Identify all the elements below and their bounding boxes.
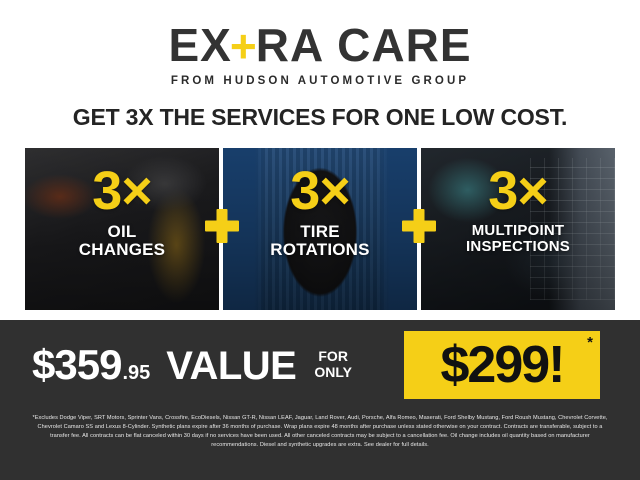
service-label-line1: TIRE	[300, 222, 340, 242]
service-label-line2: CHANGES	[78, 240, 166, 260]
photo-overlay	[421, 148, 615, 310]
service-label: OIL CHANGES	[79, 223, 165, 259]
brand-logo: EX+RA CARE	[168, 19, 472, 72]
logo-text-ex: EX	[168, 19, 232, 71]
disclaimer-band	[0, 410, 640, 480]
header: EX+RA CARE FROM HUDSON AUTOMOTIVE GROUP G…	[0, 0, 640, 131]
services-panels: 3× OIL CHANGES 3× TIRE ROTATIONS	[25, 148, 615, 310]
photo-overlay	[25, 148, 219, 310]
plus-icon: +	[229, 20, 258, 72]
service-multiplier: 3×	[290, 161, 351, 221]
only-label: ONLY	[314, 364, 352, 380]
price-highlight-box: $299! *	[404, 331, 600, 399]
price-amount: $299!	[440, 336, 566, 394]
value-amount: $359	[32, 341, 122, 388]
service-label: MULTIPOINT INSPECTIONS	[466, 223, 570, 255]
asterisk-marker: *	[587, 334, 593, 351]
fine-print-disclaimer: *Excludes Dodge Viper, SRT Motors, Sprin…	[32, 415, 608, 449]
service-panel-tire-rotations: 3× TIRE ROTATIONS	[223, 148, 417, 310]
service-panel-oil-changes: 3× OIL CHANGES	[25, 148, 219, 310]
brand-subtitle: FROM HUDSON AUTOMOTIVE GROUP	[170, 75, 470, 87]
service-multiplier: 3×	[488, 161, 549, 221]
for-label: FOR	[318, 348, 348, 365]
service-panel-multipoint-inspections: 3× MULTIPOINT INSPECTIONS	[421, 148, 615, 310]
photo-overlay	[223, 148, 417, 310]
service-label-line2: ROTATIONS	[270, 240, 370, 260]
service-multiplier: 3×	[92, 161, 153, 221]
logo-text-ra: RA	[255, 19, 325, 71]
value-word: VALUE	[166, 344, 297, 388]
service-label-line1: OIL	[107, 222, 137, 242]
value-group: $359 .95 VALUE	[32, 341, 297, 388]
for-only-label: FOR ONLY	[314, 349, 352, 380]
tagline: GET 3X THE SERVICES FOR ONE LOW COST.	[72, 104, 568, 130]
value-cents: .95	[122, 362, 151, 384]
service-label-line1: MULTIPOINT	[471, 222, 565, 240]
service-label: TIRE ROTATIONS	[270, 223, 369, 259]
logo-text-care: CARE	[337, 19, 472, 71]
service-label-line2: INSPECTIONS	[466, 238, 570, 256]
